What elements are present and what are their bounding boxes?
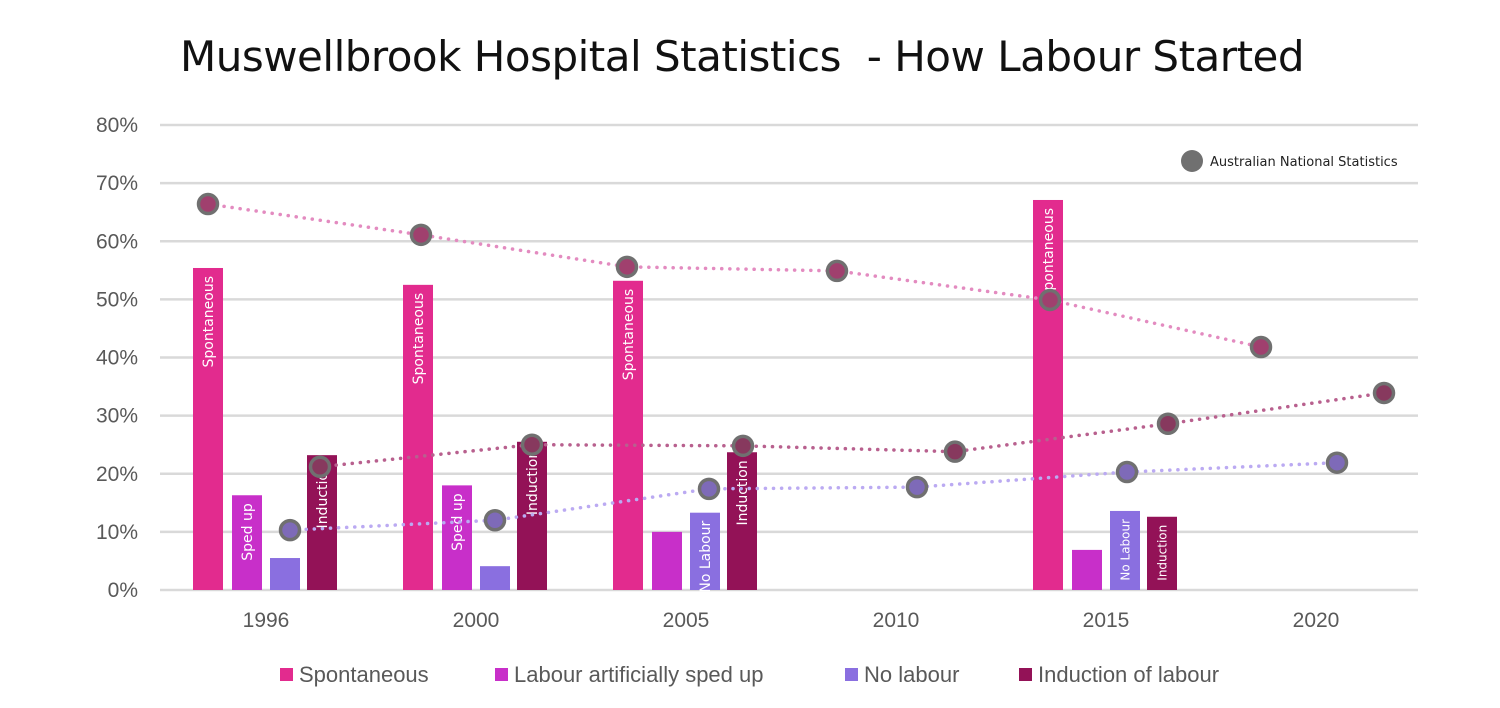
legend-label: Spontaneous <box>299 662 429 687</box>
legend-swatch <box>1019 668 1032 681</box>
national-marker <box>825 259 849 283</box>
national-trend-line <box>206 202 1263 349</box>
legend-swatch <box>845 668 858 681</box>
national-legend-label: Australian National Statistics <box>1210 155 1398 170</box>
bar-labour-artificially-sped-up <box>232 495 262 590</box>
bar-no-labour <box>690 512 720 590</box>
bar-no-labour <box>480 566 510 590</box>
bar-label: No Labour <box>1118 519 1132 581</box>
national-marker <box>731 434 755 458</box>
x-tick-label: 2015 <box>1083 609 1130 632</box>
national-marker <box>1325 451 1349 474</box>
legend-swatch <box>280 668 293 681</box>
y-tick-label: 20% <box>96 463 138 486</box>
legend-label: Labour artificially sped up <box>514 662 763 687</box>
y-tick-label: 60% <box>96 230 138 253</box>
bar-label: No Labour <box>698 520 714 592</box>
bar-label: Induction <box>735 460 751 525</box>
y-tick-label: 40% <box>96 347 138 370</box>
national-marker <box>943 440 967 463</box>
national-trend-line <box>318 391 1386 469</box>
national-marker <box>905 475 929 499</box>
national-marker <box>278 518 302 542</box>
bar-induction-of-labour <box>1147 516 1177 590</box>
national-marker <box>308 455 332 479</box>
national-marker <box>409 223 433 247</box>
bar-induction-of-labour <box>727 452 757 590</box>
national-marker <box>1156 412 1180 436</box>
x-tick-label: 2020 <box>1293 609 1340 632</box>
bar-labour-artificially-sped-up <box>652 531 682 590</box>
bar-spontaneous <box>193 267 223 590</box>
national-marker <box>520 433 544 456</box>
national-marker <box>697 477 721 501</box>
bar-spontaneous <box>613 280 643 590</box>
x-tick-label: 2005 <box>663 609 710 632</box>
bar-no-labour <box>270 558 300 590</box>
bar-label: Spontaneous <box>621 289 637 381</box>
bar-label: Spontaneous <box>411 293 427 385</box>
x-tick-label: 2000 <box>453 609 500 632</box>
bar-label: Induction <box>1155 525 1169 581</box>
bar-label: Sped up <box>450 493 466 551</box>
y-tick-label: 10% <box>96 521 138 544</box>
bar-label: Sped up <box>240 503 256 561</box>
national-legend-marker <box>1181 150 1203 172</box>
national-marker <box>1115 460 1139 484</box>
bar-no-labour <box>1110 510 1140 590</box>
bar-labour-artificially-sped-up <box>1072 549 1102 590</box>
y-tick-label: 30% <box>96 405 138 428</box>
national-marker <box>483 509 507 532</box>
bar-label: Induction <box>315 463 331 528</box>
bar-spontaneous <box>1033 199 1063 590</box>
national-marker <box>196 192 220 216</box>
x-tick-label: 2010 <box>873 609 920 632</box>
bar-label: Spontaneous <box>201 276 217 368</box>
chart-title: Muswellbrook Hospital Statistics - How L… <box>179 32 1305 81</box>
y-tick-label: 0% <box>108 579 138 602</box>
national-marker <box>615 255 639 279</box>
y-tick-label: 70% <box>96 172 138 195</box>
legend-label: No labour <box>864 662 959 687</box>
legend-swatch <box>495 668 508 681</box>
bar-spontaneous <box>403 284 433 590</box>
national-marker <box>1038 288 1062 312</box>
bar-label: Induction <box>525 450 541 515</box>
y-tick-label: 80% <box>96 114 138 137</box>
national-trend-line <box>288 460 1339 532</box>
x-tick-label: 1996 <box>243 609 290 632</box>
bar-labour-artificially-sped-up <box>442 485 472 590</box>
legend-label: Induction of labour <box>1038 662 1219 687</box>
y-tick-label: 50% <box>96 288 138 311</box>
bar-label: Spontaneous <box>1041 208 1057 300</box>
national-marker <box>1249 335 1273 359</box>
national-marker <box>1372 381 1396 405</box>
